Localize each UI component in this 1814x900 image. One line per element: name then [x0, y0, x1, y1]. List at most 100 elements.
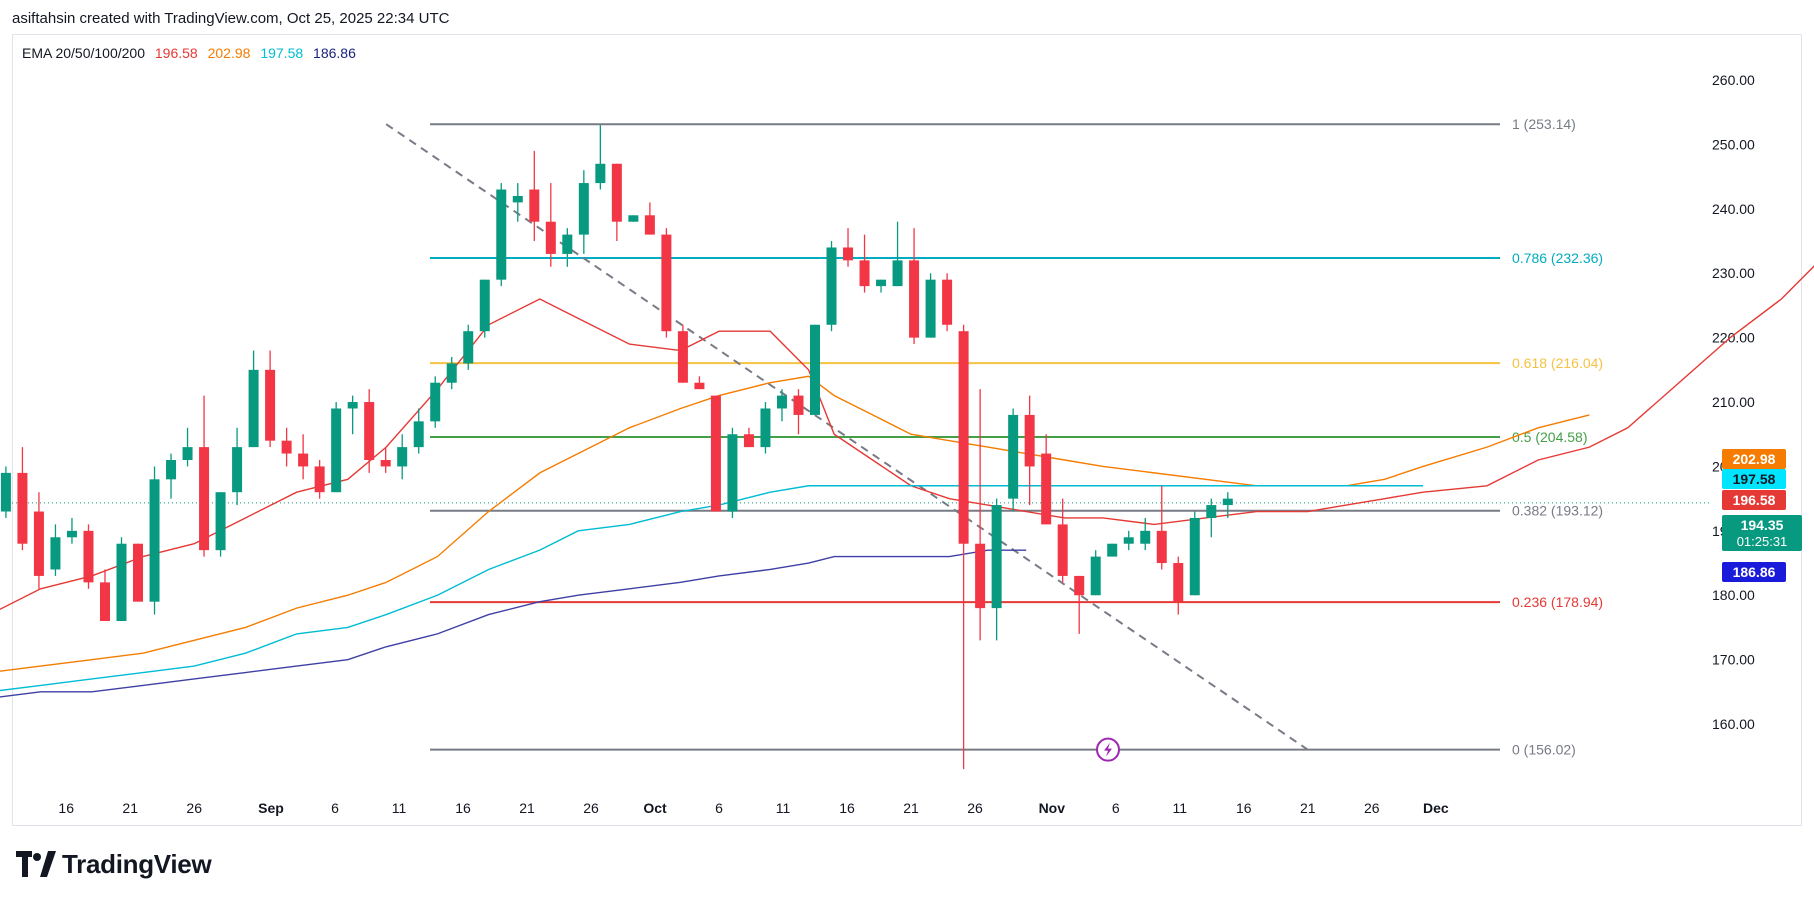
candle-body[interactable]: [892, 260, 903, 287]
candle-body[interactable]: [1156, 530, 1167, 564]
candle-body[interactable]: [562, 234, 573, 254]
candle-body[interactable]: [232, 447, 243, 493]
candle-body[interactable]: [1140, 530, 1151, 544]
candle-body[interactable]: [611, 163, 622, 222]
candle-body[interactable]: [529, 189, 540, 222]
chart-panel[interactable]: [12, 34, 1802, 826]
candle-body[interactable]: [1222, 498, 1233, 506]
candle-body[interactable]: [710, 395, 721, 512]
x-axis-tick-label: 11: [1173, 800, 1188, 816]
candle-body[interactable]: [116, 543, 127, 621]
candle-body[interactable]: [958, 331, 969, 544]
candle-body[interactable]: [496, 189, 507, 280]
candle-body[interactable]: [479, 279, 490, 332]
candle-body[interactable]: [99, 582, 110, 621]
candle-body[interactable]: [661, 234, 672, 332]
price-tag-value: 196.58: [1733, 492, 1776, 508]
candle-body[interactable]: [83, 530, 94, 583]
candle-body[interactable]: [512, 195, 523, 203]
candle-body[interactable]: [182, 447, 193, 460]
candle-body[interactable]: [925, 279, 936, 338]
candle-body[interactable]: [595, 163, 606, 184]
candle-body[interactable]: [166, 460, 177, 480]
trend-line[interactable]: [385, 123, 1309, 751]
candle-body[interactable]: [743, 434, 754, 448]
candle-body[interactable]: [909, 260, 920, 338]
candle-body[interactable]: [463, 331, 474, 364]
legend-value-ema20: 196.58: [154, 45, 198, 61]
candle-body[interactable]: [793, 395, 804, 415]
candle-body[interactable]: [298, 453, 309, 467]
candle-body[interactable]: [380, 460, 391, 467]
candle-body[interactable]: [545, 221, 556, 254]
x-axis-tick-label: Sep: [258, 800, 284, 816]
candle-body[interactable]: [50, 537, 61, 570]
ema-line-4[interactable]: [0, 549, 1027, 698]
candle-body[interactable]: [694, 382, 705, 390]
candle-body[interactable]: [1173, 563, 1184, 602]
candle-body[interactable]: [199, 447, 210, 551]
candle-body[interactable]: [281, 440, 292, 454]
x-axis-tick-label: 11: [392, 800, 407, 816]
candle-body[interactable]: [1206, 505, 1217, 518]
candle-body[interactable]: [149, 479, 160, 602]
candle-body[interactable]: [810, 324, 820, 415]
legend-indicator-name: EMA 20/50/100/200: [22, 45, 145, 61]
candle-body[interactable]: [1123, 537, 1134, 544]
fib-level-label: 0.786 (232.36): [1512, 250, 1603, 266]
candle-body[interactable]: [859, 260, 870, 287]
y-axis-tick-label: 250.00: [1712, 136, 1755, 152]
candle-body[interactable]: [1024, 414, 1035, 467]
y-axis-tick-label: 230.00: [1712, 265, 1755, 281]
candle-body[interactable]: [1090, 556, 1101, 596]
candle-body[interactable]: [1041, 453, 1052, 525]
candle-body[interactable]: [578, 183, 589, 235]
y-axis-tick-label: 210.00: [1712, 394, 1755, 410]
candle-body[interactable]: [991, 505, 1002, 609]
candle-body[interactable]: [314, 466, 325, 493]
candle-body[interactable]: [215, 492, 226, 551]
candle-body[interactable]: [364, 402, 375, 460]
candle-body[interactable]: [446, 363, 457, 383]
candle-body[interactable]: [347, 402, 358, 409]
candle-body[interactable]: [331, 408, 342, 493]
candle-body[interactable]: [430, 382, 441, 422]
candle-body[interactable]: [1008, 414, 1019, 499]
candle-body[interactable]: [133, 543, 144, 602]
candle-body[interactable]: [1189, 517, 1200, 596]
legend-value-ema50: 202.98: [207, 45, 251, 61]
tradingview-logo[interactable]: TradingView: [16, 848, 212, 880]
candle-body[interactable]: [33, 511, 44, 576]
y-axis-tick-label: 260.00: [1712, 72, 1755, 88]
y-axis-tick-label: 180.00: [1712, 587, 1755, 603]
candle-body[interactable]: [826, 247, 837, 325]
candle-body[interactable]: [1057, 524, 1068, 576]
candle-body[interactable]: [397, 447, 408, 467]
indicator-legend[interactable]: EMA 20/50/100/200 196.58 202.98 197.58 1…: [22, 45, 362, 61]
fib-level-label: 0.5 (204.58): [1512, 429, 1588, 445]
candle-body[interactable]: [66, 530, 77, 538]
x-axis-tick-label: 16: [455, 800, 471, 816]
candle-body[interactable]: [760, 408, 771, 448]
candle-body[interactable]: [677, 331, 688, 383]
candle-body[interactable]: [942, 279, 953, 325]
ema-line-2[interactable]: [0, 375, 1590, 672]
candle-body[interactable]: [0, 472, 11, 512]
candle-body[interactable]: [843, 247, 854, 261]
candle-body[interactable]: [776, 395, 787, 409]
candle-body[interactable]: [265, 369, 276, 441]
candle-body[interactable]: [248, 369, 259, 448]
candle-body[interactable]: [1107, 543, 1118, 557]
tradingview-logo-icon: [16, 851, 56, 877]
candle-body[interactable]: [413, 421, 424, 448]
candle-body[interactable]: [1074, 575, 1085, 596]
candle-body[interactable]: [17, 472, 28, 544]
candle-body[interactable]: [876, 279, 887, 287]
candle-body[interactable]: [975, 543, 986, 609]
candle-body[interactable]: [628, 215, 639, 222]
last-price-countdown: 01:25:31: [1737, 534, 1788, 549]
candle-body[interactable]: [727, 434, 738, 512]
ema-line-3[interactable]: [0, 485, 1423, 692]
candle-body[interactable]: [644, 215, 655, 235]
